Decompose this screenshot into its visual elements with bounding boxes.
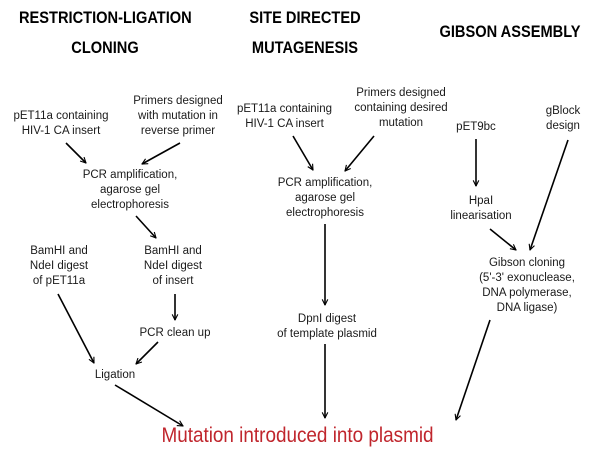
rl-arrow-vector-digest-to-ligation [57,293,95,363]
restriction-ligation-title-line1: RESTRICTION-LIGATION [19,8,192,27]
rl-vector-digest-node: BamHI and NdeI digest of pET11a [29,245,89,287]
rl-ligation-node: Ligation [94,369,136,381]
gibson-cloning-node: Gibson cloning (5'-3' exonuclease, DNA p… [479,257,575,314]
rl-cleanup-node: PCR clean up [139,327,211,339]
gibson-vector-node: pET9bc [456,121,496,133]
result-text: Mutation introduced into plasmid [161,424,434,447]
rl-pcr-node: PCR amplification, agarose gel electroph… [82,169,178,211]
rl-plasmid-node: pET11a containing HIV-1 CA insert [13,110,109,137]
sdm-arrow-primers-to-pcr [345,135,375,171]
gibson-arrow-linearisation-to-cloning [489,228,516,250]
sdm-pcr-node: PCR amplification, agarose gel electroph… [277,177,373,219]
rl-primers-node: Primers designed with mutation in revers… [133,95,223,137]
site-directed-title-line2: MUTAGENESIS [251,38,359,57]
site-directed-title-line1: SITE DIRECTED [249,8,361,27]
rl-arrow-pcr-to-insert-digest [135,215,156,238]
rl-arrow-ligation-to-result [114,384,183,427]
rl-arrow-primers-to-pcr [142,142,181,165]
gibson-linearisation-node: HpaI linearisation [450,195,512,222]
rl-arrow-cleanup-to-ligation [136,341,159,364]
gibson-title: GIBSON ASSEMBLY [439,22,581,41]
rl-arrow-plasmid-to-pcr [65,142,86,163]
sdm-arrow-plasmid-to-pcr [292,135,314,170]
sdm-digest-node: DpnI digest of template plasmid [277,313,377,340]
sdm-primers-node: Primers designed containing desired muta… [354,87,448,129]
restriction-ligation-title-line2: CLONING [71,38,139,57]
sdm-plasmid-node: pET11a containing HIV-1 CA insert [236,103,333,130]
gibson-arrow-cloning-to-result [456,319,491,420]
gibson-arrow-gblock-to-cloning [530,139,569,250]
gibson-gblock-node: gBlock design [545,105,581,132]
rl-insert-digest-node: BamHI and NdeI digest of insert [143,245,203,287]
